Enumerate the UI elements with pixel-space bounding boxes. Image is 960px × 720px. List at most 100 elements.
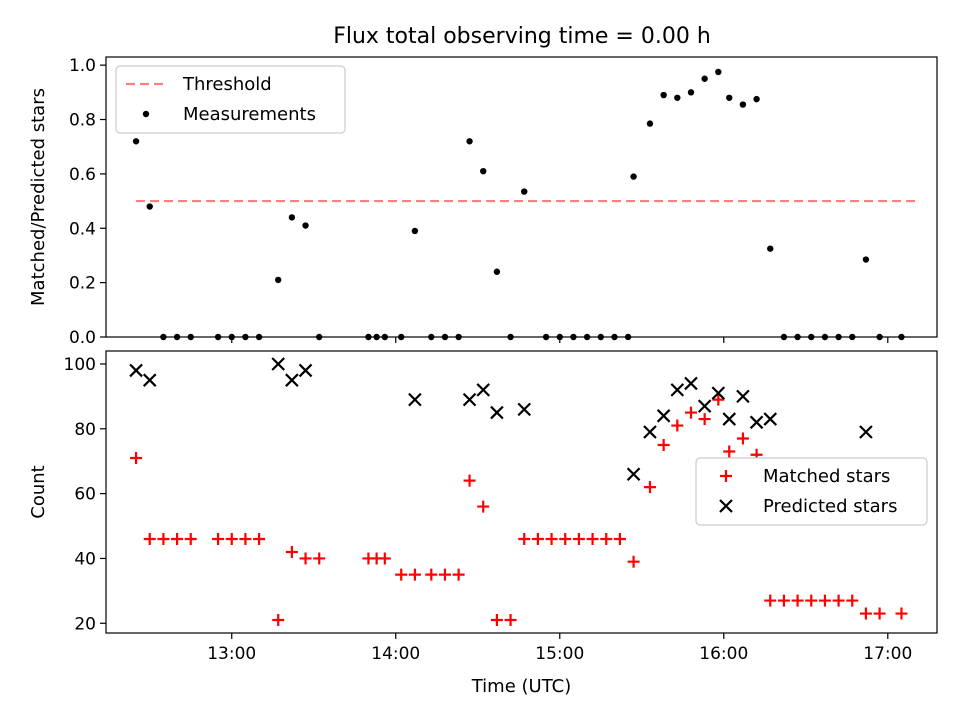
predicted-star-point (626, 467, 641, 481)
predicted-star-point (749, 415, 764, 430)
measurement-point (214, 333, 222, 341)
measurement-point (228, 333, 235, 341)
measurement-point (441, 333, 449, 341)
matched-star-point (490, 614, 503, 627)
matched-star-point (184, 533, 197, 545)
predicted-star-point (408, 392, 422, 407)
matched-star-point (684, 406, 697, 419)
measurement-point (507, 333, 514, 341)
matched-star-point (859, 607, 872, 620)
measurement-point (146, 203, 153, 210)
measurement-point (255, 333, 263, 341)
legend-box (695, 457, 928, 526)
measurement-point (701, 75, 708, 82)
chart-title: Flux total observing time = 0.00 h (333, 24, 711, 49)
matched-star-point (408, 568, 421, 581)
predicted-star-point (670, 383, 685, 397)
y-tick-label: 0.0 (69, 328, 96, 348)
predicted-star-point (271, 357, 285, 371)
measurement-point (715, 68, 722, 76)
measurement-point (381, 333, 389, 341)
matched-star-point (559, 533, 572, 545)
legend-predicted-label: Predicted stars (763, 496, 897, 517)
matched-star-point (572, 533, 585, 545)
matched-star-point (545, 533, 558, 545)
matched-star-point (600, 533, 613, 545)
measurement-point (466, 138, 473, 145)
measurement-point (242, 333, 249, 341)
matched-star-point (285, 545, 298, 558)
legend-box (115, 65, 346, 134)
matched-star-point (395, 568, 408, 581)
legend-measurement-label: Measurements (183, 104, 316, 125)
matched-star-point (518, 533, 531, 545)
measurement-point (726, 94, 733, 101)
predicted-star-point (736, 389, 750, 404)
predicted-star-point (643, 425, 657, 439)
predicted-star-point (684, 376, 698, 391)
predicted-star-point (490, 405, 504, 420)
measurement-point (739, 101, 747, 108)
x-tick-label: 15:00 (535, 644, 584, 664)
measurement-point (808, 333, 815, 341)
matched-star-point (873, 607, 886, 620)
x-tick-label: 17:00 (863, 644, 912, 664)
matched-star-point (712, 393, 725, 406)
measurement-point (849, 333, 856, 341)
matched-star-point (643, 481, 656, 494)
x-tick-label: 14:00 (371, 644, 420, 664)
measurement-point (767, 245, 774, 252)
matched-star-point (736, 432, 749, 445)
measurement-point (821, 333, 829, 341)
measurement-point (898, 333, 905, 341)
measurement-point (428, 333, 435, 341)
measurement-point (597, 333, 604, 341)
measurement-point (780, 333, 788, 341)
matched-star-point (764, 594, 777, 607)
measurement-point (455, 333, 462, 341)
measurement-point (373, 333, 380, 341)
matched-star-point (299, 552, 312, 565)
plot-frame (105, 350, 938, 634)
predicted-star-point (476, 383, 491, 397)
legend-predicted-swatch (719, 499, 733, 513)
measurement-point (862, 256, 870, 263)
measurement-point (398, 333, 405, 341)
measurement-point (611, 333, 618, 341)
predicted-star-point (298, 363, 313, 378)
predicted-star-point (722, 412, 737, 426)
matched-star-point (239, 533, 252, 545)
matched-star-point (253, 533, 266, 545)
legend: Threshold Measurements (115, 65, 346, 134)
measurement-point (316, 333, 323, 341)
y-axis-label: Matched/Predicted stars (28, 88, 49, 306)
measurement-point (160, 333, 167, 341)
matched-star-point (143, 533, 156, 545)
x-tick-label: 16:00 (699, 644, 748, 664)
matched-star-point (272, 614, 285, 627)
matched-star-point (171, 533, 184, 545)
measurement-point (480, 167, 487, 175)
matched-star-point (895, 607, 908, 620)
measurement-point (275, 276, 282, 284)
matched-star-point (657, 439, 670, 451)
measurement-point (624, 333, 632, 341)
measurement-point (302, 222, 309, 229)
bottom-panel: 20 40 60 80 100 13:00 14:00 15:00 16:00 17:00 Coun… (28, 350, 938, 697)
legend: Matched stars Predicted stars (695, 457, 928, 526)
y-tick-label: 80 (74, 420, 96, 440)
predicted-star-point (142, 373, 157, 387)
matched-star-point (723, 445, 736, 458)
predicted-star-point (711, 386, 726, 400)
legend-matched-label: Matched stars (763, 466, 890, 487)
measurement-point (187, 333, 194, 341)
measurement-point (556, 333, 563, 341)
matched-star-point (425, 568, 438, 581)
matched-star-point (452, 568, 465, 581)
matched-star-point (477, 500, 490, 513)
measurement-point (132, 138, 140, 145)
measurement-point (365, 333, 372, 341)
measurement-point (753, 95, 760, 103)
y-tick-label: 1.0 (69, 56, 96, 76)
predicted-star-point (462, 392, 477, 407)
